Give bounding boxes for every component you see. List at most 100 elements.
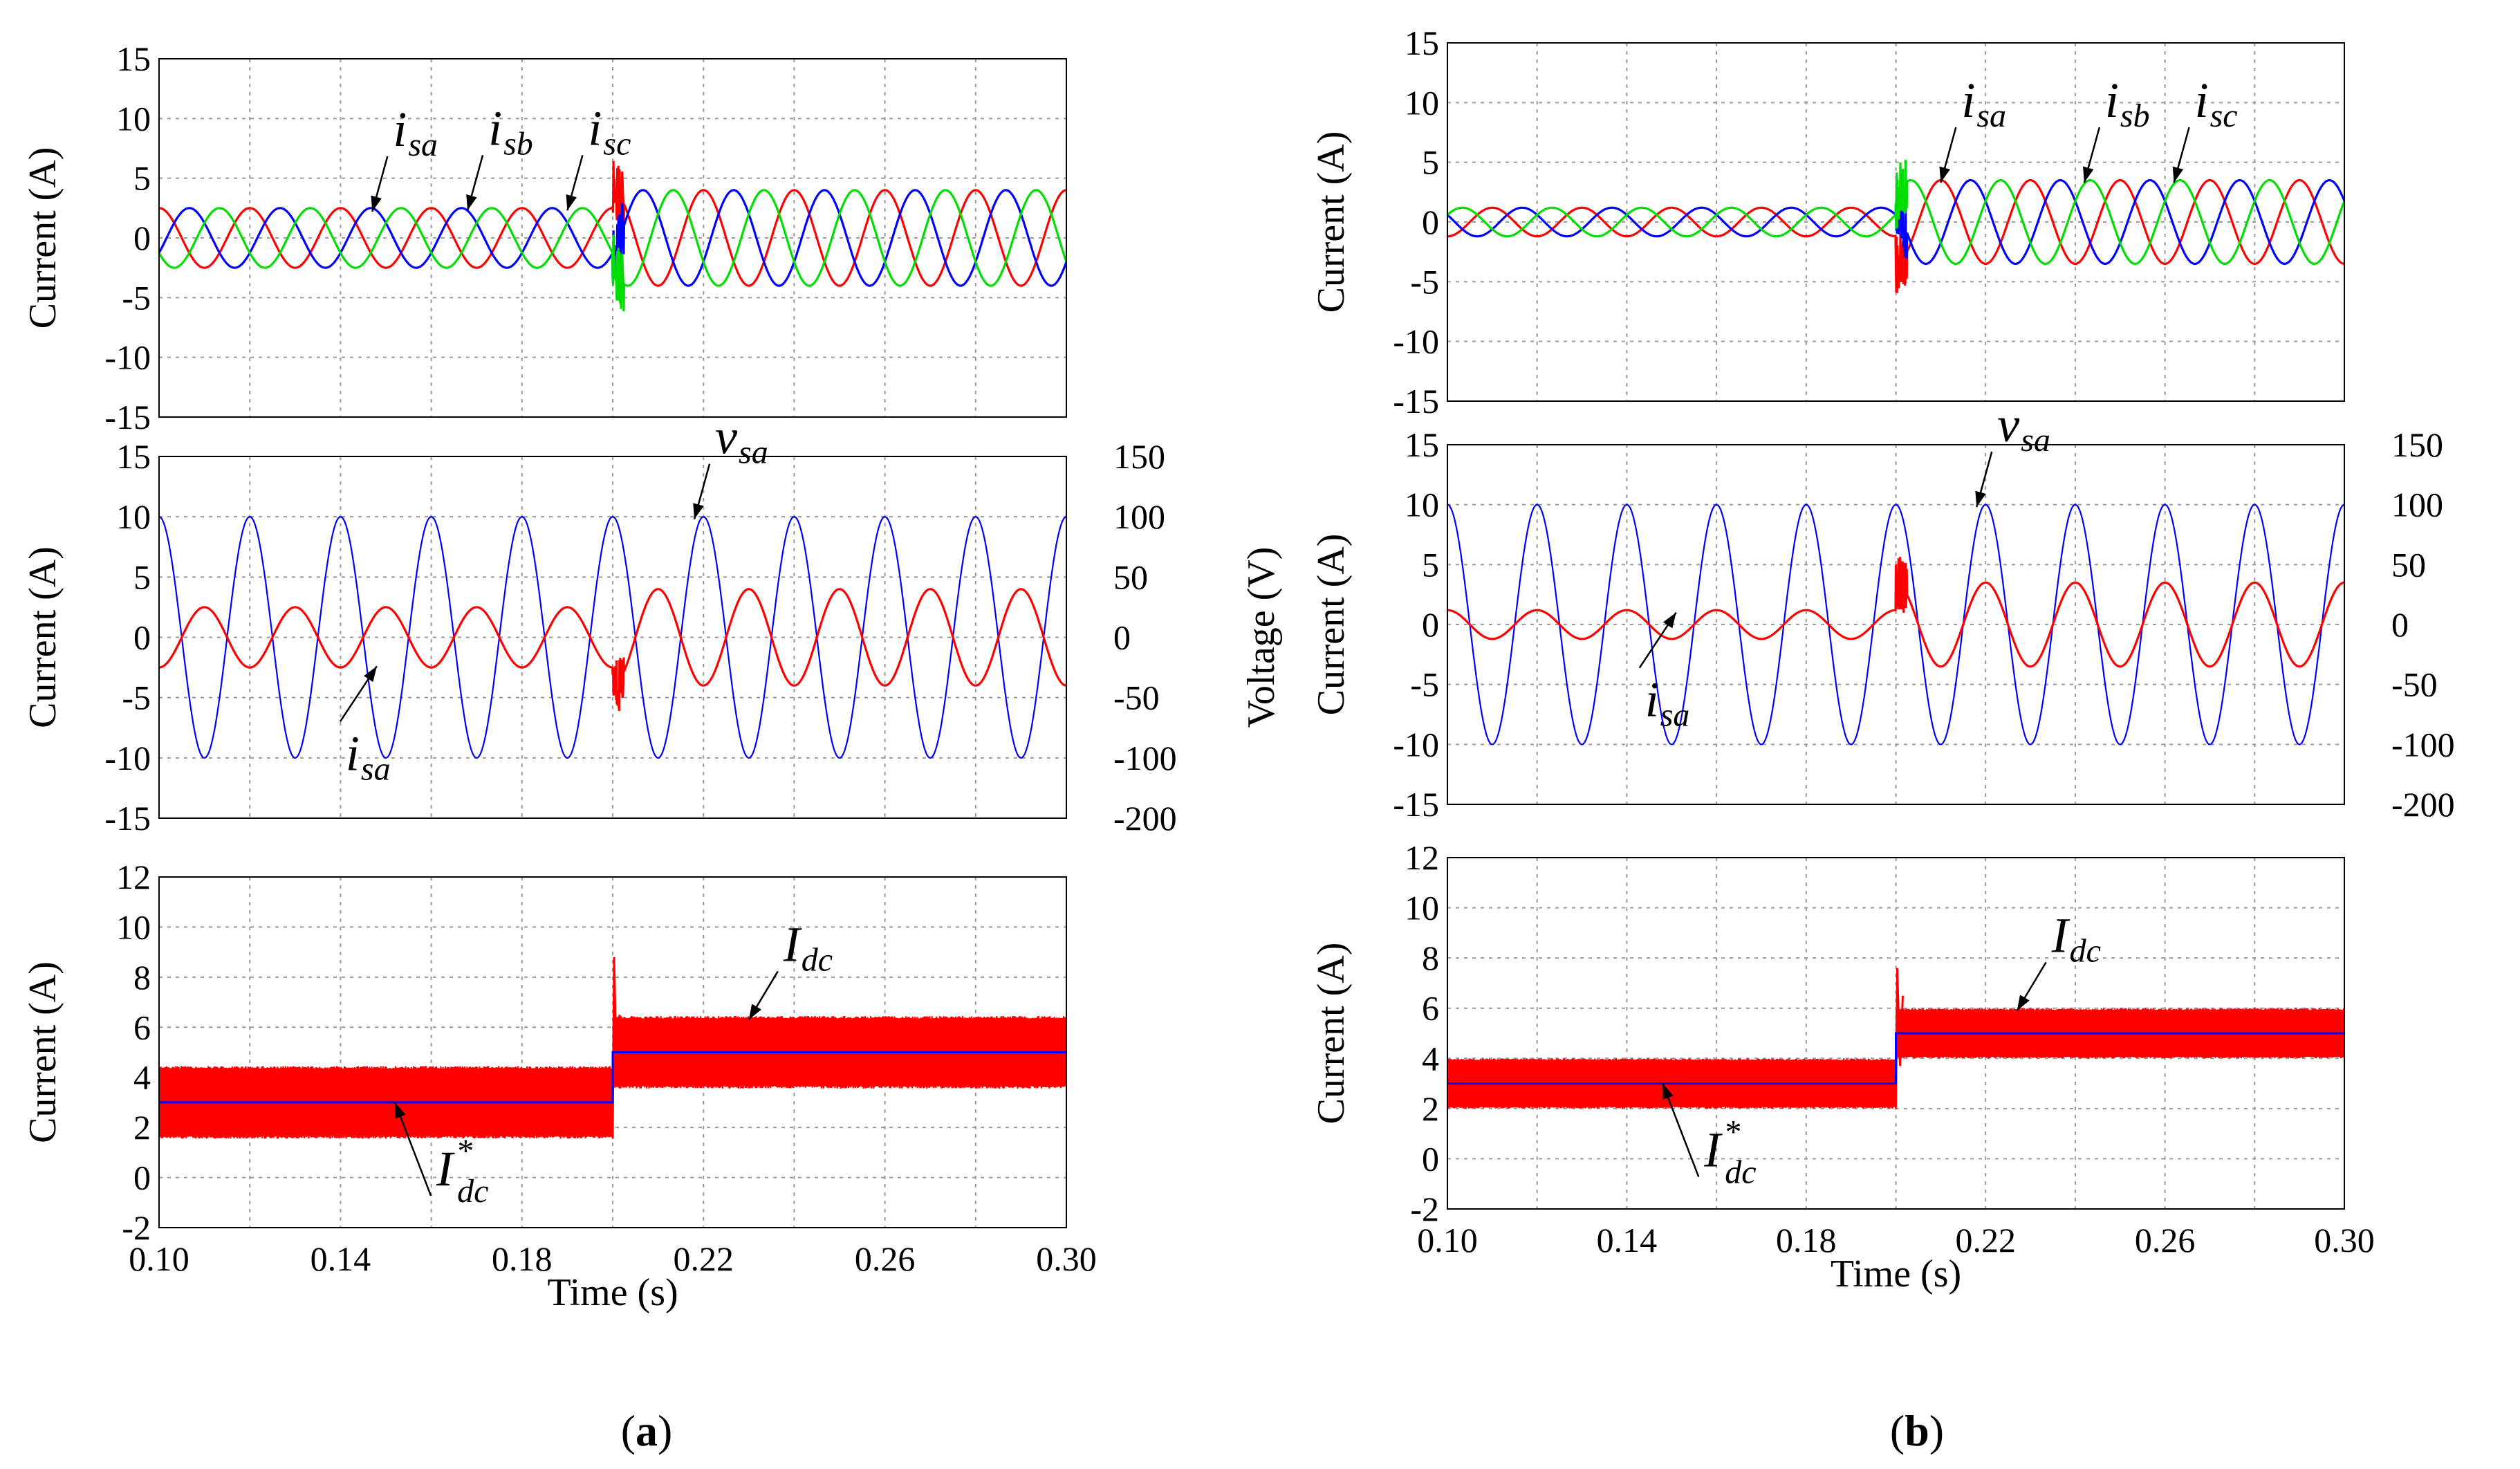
annotation-label: isa: [393, 102, 438, 163]
y2-tick-label: -100: [2391, 725, 2455, 764]
y-tick-label: 0: [1422, 605, 1439, 644]
y-tick-label: -5: [1410, 665, 1439, 704]
y-tick-label: 12: [116, 858, 151, 896]
annotation-label: isc: [2195, 73, 2238, 134]
x-tick-label: 0.10: [1417, 1221, 1478, 1259]
y-tick-label: 5: [133, 159, 151, 198]
y-axis-label: Current (A): [1310, 943, 1353, 1125]
annotation-arrow: [393, 1102, 432, 1197]
y2-tick-label: -100: [1113, 739, 1177, 777]
annotation-arrowhead: [693, 503, 704, 519]
annotation-label: vsa: [715, 409, 768, 471]
series-isc: [159, 189, 1066, 312]
panel-a-label: (a): [621, 1406, 673, 1455]
y2-tick-label: 150: [1113, 437, 1165, 476]
annotation-label: isb: [2105, 73, 2150, 134]
y-tick-label: 5: [1422, 143, 1439, 182]
y-tick-label: 6: [1422, 989, 1439, 1028]
plot-frame: [158, 58, 1067, 418]
series-isa: [1447, 557, 2344, 668]
y2-tick-label: 0: [2391, 605, 2409, 644]
y2-tick-label: -50: [1113, 678, 1160, 717]
y-tick-label: -2: [1410, 1190, 1439, 1228]
annotation-label: isa: [1961, 73, 2006, 134]
y-tick-label: 10: [116, 907, 151, 946]
annotation-arrowhead: [748, 1004, 761, 1020]
y2-axis-label: Voltage (V): [2518, 534, 2520, 715]
y-tick-label: 0: [133, 219, 151, 257]
chart-a1: 15 10 5 0 -5 -10 -15 Current (A) isa isb isc: [21, 39, 1067, 436]
y2-tick-label: 50: [2391, 545, 2426, 584]
annotation-arrowhead: [2082, 166, 2094, 183]
y-axis-label: Current (A): [21, 961, 64, 1143]
series-group: [1447, 503, 2344, 746]
y2-axis-label: Voltage (V): [1240, 547, 1283, 728]
series-isa: [159, 588, 1066, 712]
y-tick-label: 12: [1405, 838, 1439, 877]
annotation-arrowhead: [2172, 166, 2184, 183]
y-tick-label: -5: [122, 678, 151, 717]
series-group: [159, 160, 1066, 312]
y-axis-label: Current (A): [1310, 131, 1353, 313]
y2-tick-label: 0: [1113, 618, 1131, 657]
annotation-label: isc: [588, 100, 631, 162]
y-tick-label: 15: [116, 437, 151, 476]
annotation-arrowhead: [371, 195, 382, 212]
y-tick-label: -10: [1393, 322, 1439, 361]
y-tick-label: 15: [1405, 24, 1439, 62]
x-axis-label: Time (s): [547, 1271, 678, 1314]
x-tick-label: 0.30: [2314, 1221, 2375, 1259]
annotation-arrowhead: [1662, 1083, 1674, 1100]
series-group: [1447, 968, 2344, 1109]
series-group: [159, 516, 1066, 759]
x-tick-label: 0.22: [1955, 1221, 2016, 1259]
x-tick-label: 0.18: [1776, 1221, 1837, 1259]
plot-frame: [158, 876, 1067, 1228]
y-axis-label: Current (A): [21, 546, 64, 728]
y-tick-label: -10: [1393, 725, 1439, 764]
series-group: [1447, 160, 2344, 293]
series-vsa: [159, 516, 1066, 759]
x-tick-label: 0.26: [855, 1239, 916, 1278]
annotation-arrowhead: [364, 666, 377, 683]
y-tick-label: 8: [133, 958, 151, 997]
y-tick-label: 4: [133, 1058, 151, 1097]
y-tick-label: 6: [133, 1008, 151, 1046]
y-tick-label: 15: [116, 39, 151, 78]
chart-b1: 15 10 5 0 -5 -10 -15 Current (A) isa isb isc: [1310, 24, 2345, 421]
y2-tick-label: -200: [2391, 785, 2455, 824]
annotation-arrowhead: [1662, 612, 1676, 629]
chart-a2: 151050-5-10-15150100500-50-100-200Voltag…: [21, 409, 1283, 838]
x-tick-label: 0.26: [2135, 1221, 2196, 1259]
y-tick-label: -15: [104, 799, 151, 838]
annotation-arrowhead: [2017, 995, 2030, 1011]
chart-b3: 12 10 8 6 4 2 0 -20.10 0.14 0.18 0.22 0.26 0.30 Time …: [1310, 838, 2375, 1295]
annotation-label: isb: [488, 100, 533, 162]
series-idc-ref: [1447, 1032, 2344, 1085]
y-axis-label: Current (A): [1310, 534, 1353, 716]
chart-b2: 151050-5-10-15150100500-50-100-200Voltag…: [1310, 397, 2520, 824]
y-tick-label: 10: [1405, 889, 1439, 927]
y-tick-label: 4: [1422, 1039, 1439, 1078]
y2-tick-label: -50: [2391, 665, 2438, 704]
annotation-label: isa: [1645, 672, 1690, 734]
x-tick-label: 0.14: [311, 1239, 371, 1278]
y-tick-label: 10: [116, 497, 151, 536]
y2-tick-label: -200: [1113, 799, 1177, 838]
x-tick-label: 0.14: [1597, 1221, 1658, 1259]
annotation-label: I* dc: [1703, 1114, 1756, 1191]
y-tick-label: -10: [104, 338, 151, 377]
y-tick-label: 0: [1422, 203, 1439, 241]
y-tick-label: -2: [122, 1208, 151, 1247]
annotation-arrow: [1662, 1083, 1700, 1178]
annotation-label: Idc: [783, 916, 833, 978]
x-tick-label: 0.30: [1036, 1239, 1097, 1278]
y-tick-label: -5: [122, 278, 151, 317]
y-tick-label: 2: [1422, 1089, 1439, 1128]
annotation-arrowhead: [1939, 166, 1950, 183]
y-tick-label: 0: [1422, 1139, 1439, 1178]
series-isc: [1447, 160, 2344, 265]
y-tick-label: 10: [116, 99, 151, 138]
y2-tick-label: 50: [1113, 557, 1148, 596]
